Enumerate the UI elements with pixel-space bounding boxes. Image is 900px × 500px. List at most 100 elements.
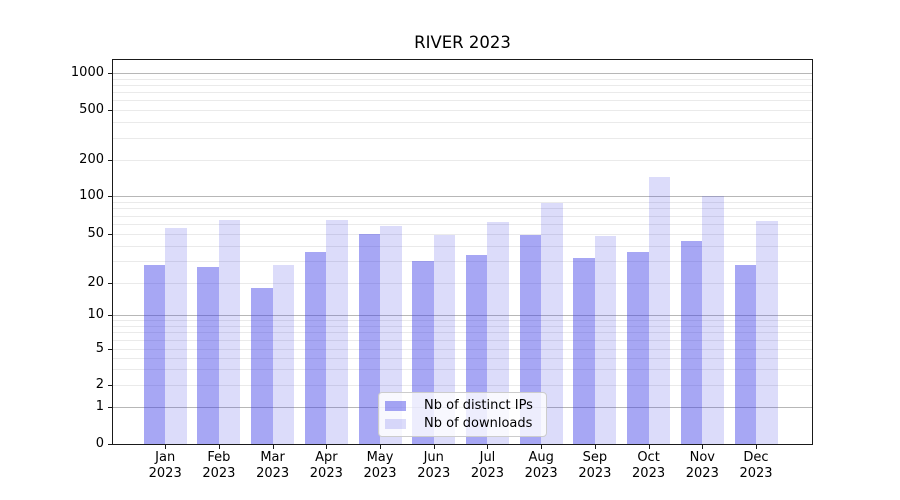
bar-downloads-jun [433, 235, 456, 444]
x-tick-mark [272, 445, 274, 449]
x-tick-label: Dec 2023 [739, 450, 773, 481]
x-tick-mark [756, 445, 757, 449]
bar-downloads-jul [487, 222, 509, 444]
bar-downloads-sep [594, 236, 617, 444]
bar-downloads-oct [648, 176, 671, 444]
gridline-major [113, 196, 812, 197]
bar-ips-oct [627, 251, 649, 444]
gridline-minor [113, 78, 812, 80]
x-tick-label: May 2023 [363, 450, 397, 481]
bar-downloads-mar [272, 265, 295, 444]
y-tick-mark [108, 234, 112, 235]
bar-ips-sep [573, 257, 595, 444]
bar-ips-may [358, 234, 381, 444]
gridline-minor [113, 245, 812, 247]
y-tick-mark [108, 444, 112, 445]
gridline-minor [113, 137, 812, 139]
bar-downloads-nov [702, 196, 724, 444]
legend-item-downloads: Nb of downloads [385, 416, 546, 432]
x-tick-label: Apr 2023 [309, 450, 343, 481]
gridline-minor [113, 92, 812, 94]
x-tick-label: Jan 2023 [148, 450, 182, 481]
gridline-minor [113, 385, 812, 386]
x-tick-mark [218, 445, 220, 449]
y-tick-label: 0 [95, 436, 104, 451]
y-tick-label: 10 [87, 307, 104, 322]
x-tick-label: Mar 2023 [256, 450, 290, 481]
bar-downloads-may [380, 225, 402, 444]
y-tick-mark [108, 110, 112, 111]
gridline-minor [113, 201, 812, 203]
x-tick-label: Oct 2023 [632, 450, 666, 481]
x-tick-mark [165, 445, 167, 449]
y-tick-label: 200 [79, 152, 104, 167]
x-tick-mark [594, 445, 596, 449]
gridline-minor [113, 325, 812, 327]
y-tick-label: 50 [87, 226, 104, 241]
x-tick-label: Jul 2023 [470, 450, 504, 481]
legend-label-distinct-ips: Nb of distinct IPs [424, 397, 533, 413]
legend-swatch-downloads [385, 418, 406, 429]
bar-downloads-feb [218, 219, 241, 444]
gridline-minor [113, 234, 812, 235]
x-tick-mark [487, 445, 489, 449]
chart-title: RIVER 2023 [414, 33, 511, 52]
bar-ips-apr [304, 251, 327, 444]
gridline-minor [113, 224, 812, 225]
x-tick-mark [433, 445, 435, 449]
bar-ips-mar [251, 287, 273, 444]
bar-downloads-apr [326, 219, 348, 444]
gridline-minor [113, 283, 812, 284]
x-tick-label: Jun 2023 [417, 450, 451, 481]
y-tick-mark [108, 385, 112, 386]
y-tick-label: 500 [79, 102, 104, 117]
bar-downloads-dec [756, 221, 778, 444]
gridline-major [113, 315, 812, 316]
gridline-minor [113, 208, 812, 210]
y-tick-mark [108, 349, 112, 350]
gridline-major [113, 73, 812, 74]
gridline-minor [113, 340, 812, 342]
gridline-minor [113, 110, 812, 111]
gridline-minor [113, 349, 812, 350]
x-tick-label: Feb 2023 [202, 450, 236, 481]
bar-ips-feb [197, 266, 219, 444]
gridline-minor [113, 215, 812, 217]
y-tick-label: 20 [87, 275, 104, 290]
y-tick-mark [108, 160, 112, 161]
y-tick-label: 5 [95, 341, 104, 356]
x-tick-mark [702, 445, 704, 449]
x-tick-label: Sep 2023 [578, 450, 612, 481]
bar-downloads-aug [541, 203, 563, 444]
y-tick-mark [108, 196, 112, 197]
y-tick-mark [108, 73, 112, 74]
bar-ips-jan [143, 265, 166, 444]
y-tick-mark [108, 315, 112, 316]
bar-ips-nov [680, 240, 703, 444]
y-tick-label: 1 [95, 399, 104, 414]
gridline-minor [113, 84, 812, 86]
gridline-minor [113, 369, 812, 371]
legend-swatch-distinct-ips [385, 400, 406, 411]
legend: Nb of distinct IPs Nb of downloads [378, 392, 547, 437]
plot-area: Nb of distinct IPs Nb of downloads [112, 59, 813, 445]
bar-downloads-jan [165, 227, 187, 444]
bar-ips-dec [734, 265, 756, 444]
gridline-minor [113, 332, 812, 334]
y-tick-label: 2 [95, 377, 104, 392]
legend-item-distinct-ips: Nb of distinct IPs [385, 398, 546, 414]
gridline-minor [113, 100, 812, 102]
x-tick-label: Nov 2023 [685, 450, 719, 481]
x-tick-label: Aug 2023 [524, 450, 558, 481]
x-tick-mark [380, 445, 382, 449]
bar-ips-aug [519, 235, 542, 444]
y-tick-mark [108, 283, 112, 284]
gridline-minor [113, 261, 812, 263]
x-tick-mark [648, 445, 650, 449]
gridline-minor [113, 122, 812, 124]
y-tick-mark [108, 407, 112, 408]
x-tick-mark [541, 445, 543, 449]
gridline-minor [113, 160, 812, 161]
gridline-minor [113, 357, 812, 359]
